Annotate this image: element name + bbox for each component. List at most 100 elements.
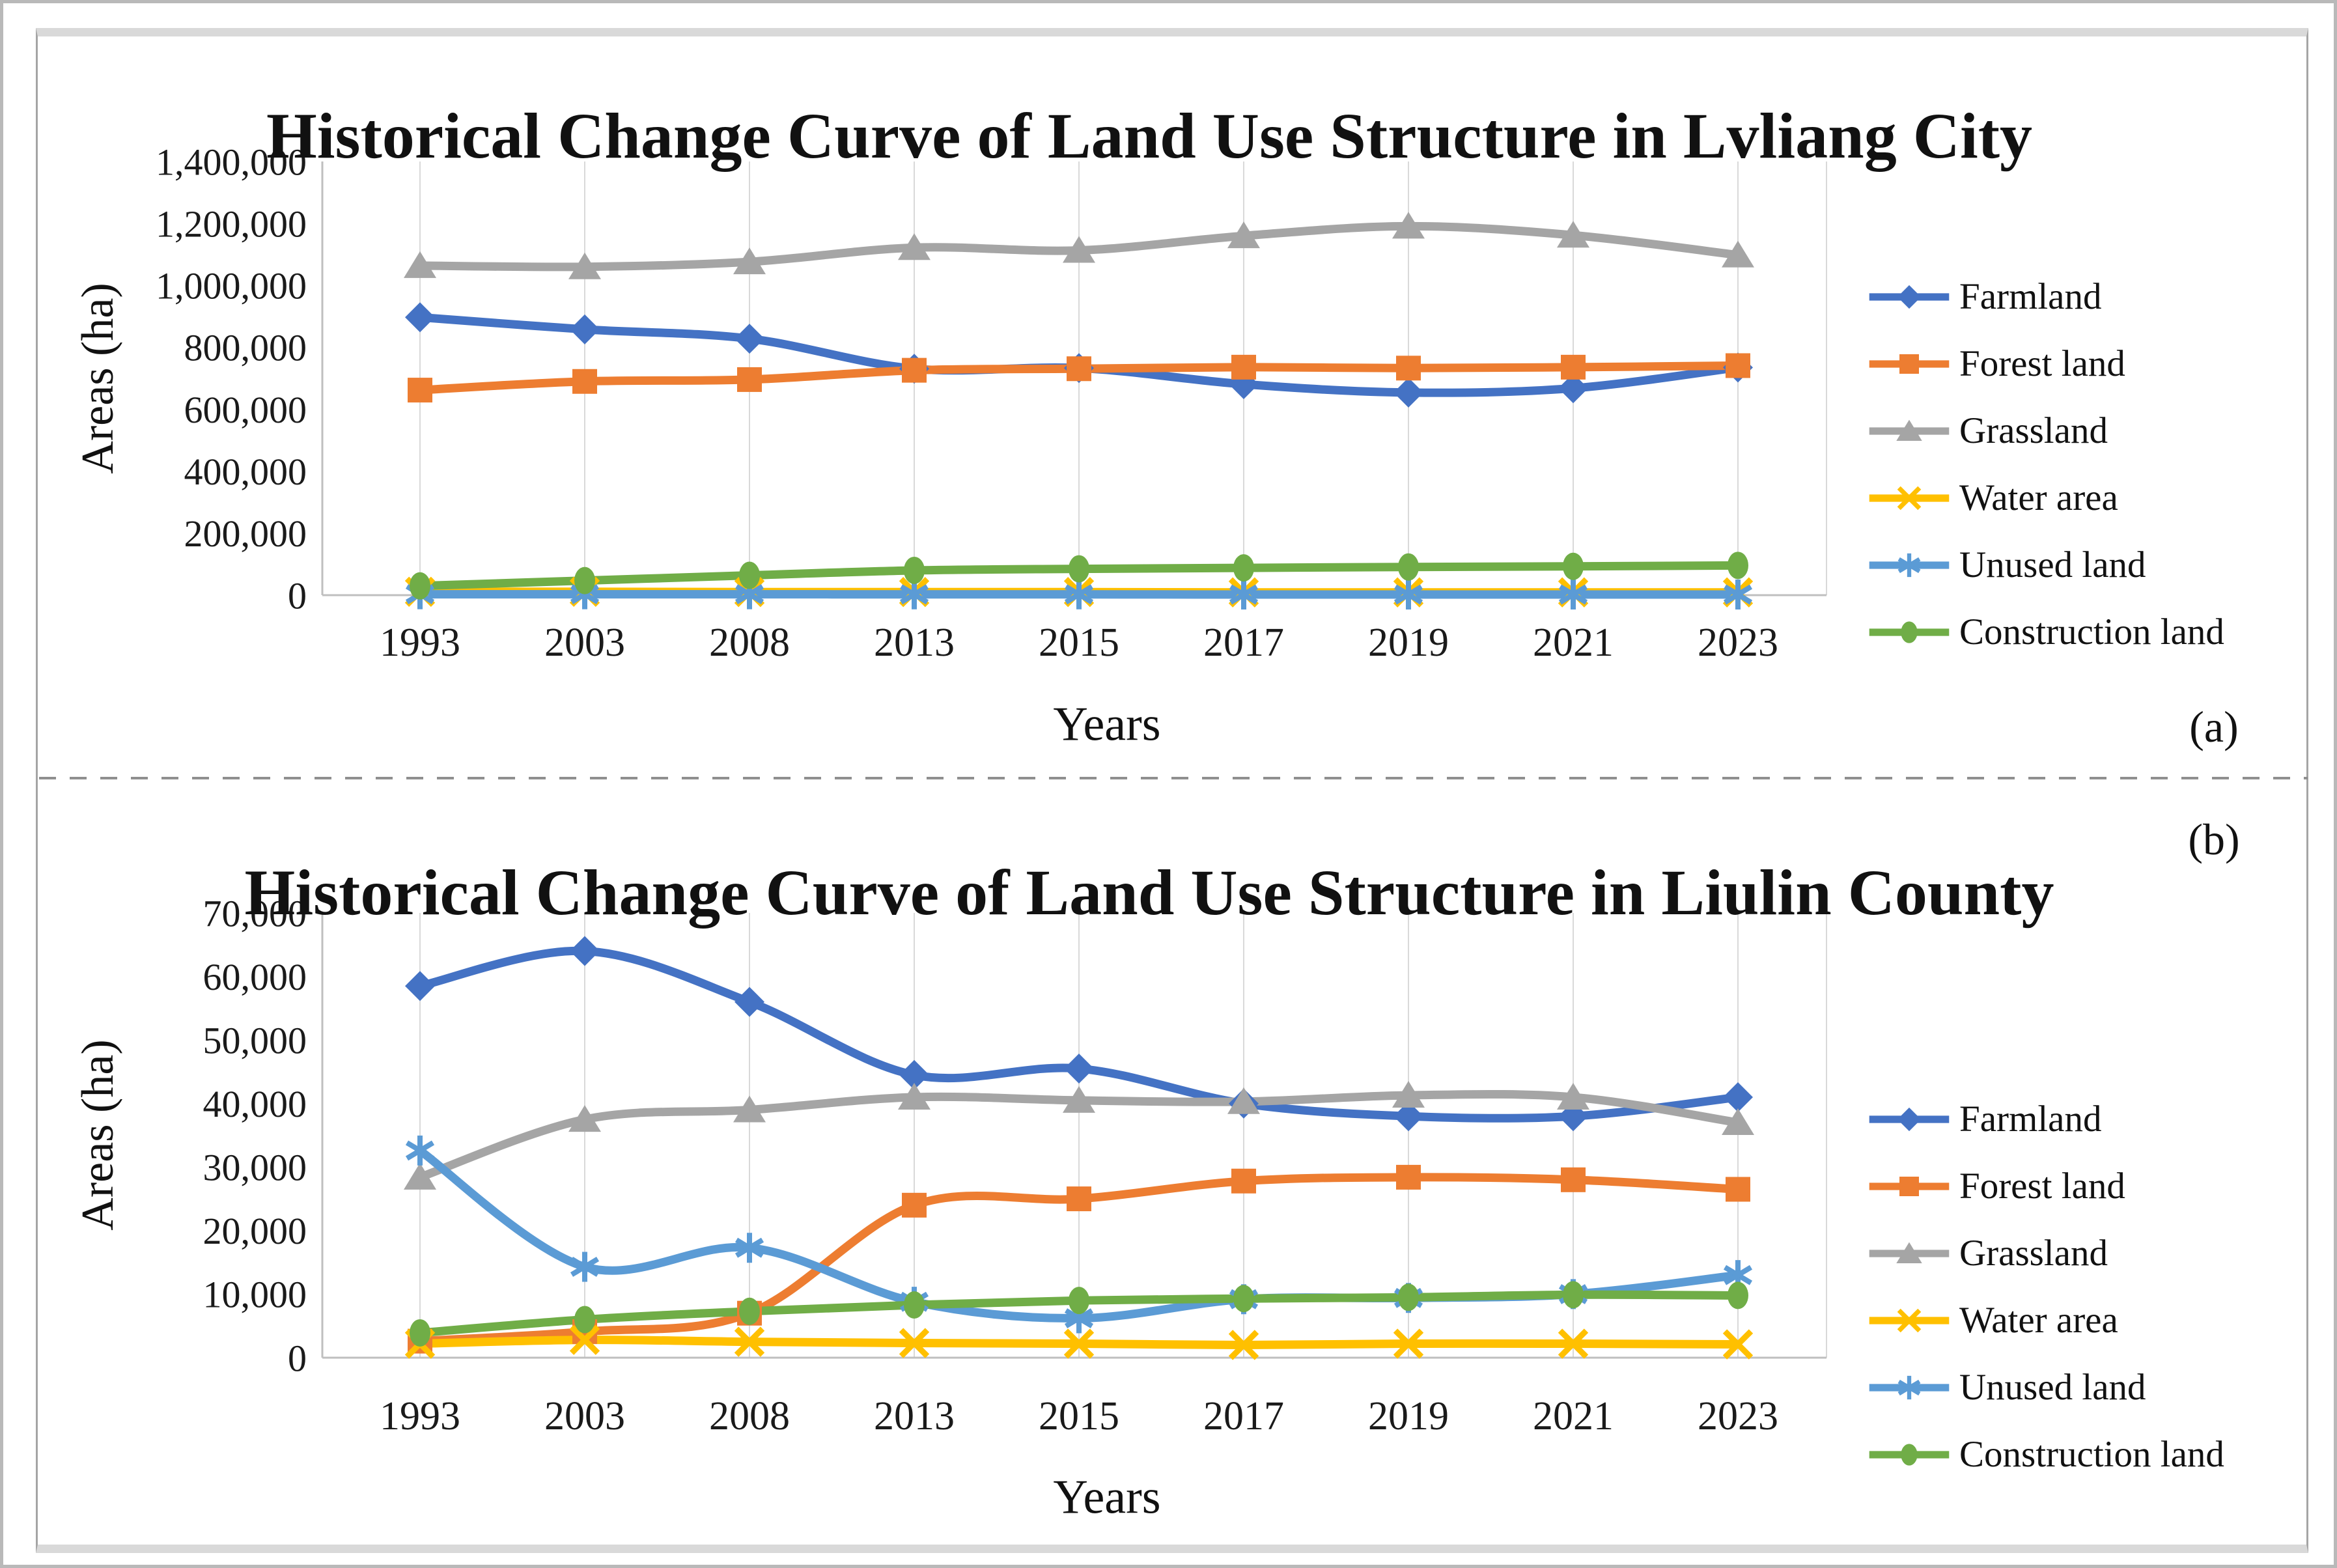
asterisk-stroke — [1229, 584, 1259, 605]
x-tick-label: 2023 — [1698, 1394, 1778, 1438]
square-marker-icon — [1067, 1186, 1091, 1212]
chart-a-x-axis-title: Years — [1053, 697, 1161, 751]
triangle-marker-icon — [1392, 212, 1425, 239]
asterisk-stroke — [1558, 584, 1588, 605]
legend-swatch — [1869, 1176, 1950, 1196]
legend-swatch — [1869, 486, 1950, 510]
triangle-marker-icon — [733, 247, 766, 275]
triangle-marker-icon — [898, 233, 931, 260]
legend-swatch — [1869, 621, 1950, 643]
legend-item-farmland: Farmland — [1867, 263, 2284, 330]
diamond-marker-icon — [1558, 373, 1588, 404]
triangle-marker-icon — [1392, 1081, 1425, 1108]
x-stroke — [1063, 1328, 1095, 1359]
square-marker-icon — [1726, 353, 1750, 378]
circle-marker-icon — [1563, 1281, 1584, 1309]
square-marker-icon — [1899, 1176, 1919, 1196]
legend-item-label: Construction land — [1959, 611, 2224, 652]
x-stroke — [569, 1324, 600, 1355]
x-marker-icon — [1897, 1308, 1922, 1332]
circle-marker-icon — [739, 561, 760, 589]
asterisk-marker-icon — [570, 1252, 600, 1282]
triangle-marker-icon — [1227, 1087, 1260, 1114]
diamond-marker-icon — [570, 314, 600, 344]
legend-item-label: Water area — [1959, 1300, 2118, 1341]
circle-marker-icon — [739, 1297, 760, 1325]
triangle-marker-icon — [1557, 221, 1589, 248]
x-marker-icon — [1897, 486, 1922, 510]
x-tick-label: 2013 — [874, 1394, 955, 1438]
asterisk-marker-icon — [1723, 580, 1753, 610]
asterisk-stroke — [1393, 584, 1423, 605]
diamond-marker-icon — [405, 971, 435, 1001]
chart-b-title: Historical Change Curve of Land Use Stru… — [244, 856, 2054, 929]
asterisk-stroke — [735, 584, 764, 605]
x-marker-icon — [734, 1326, 765, 1357]
diamond-marker-icon — [899, 1059, 929, 1090]
asterisk-stroke — [735, 1237, 764, 1258]
triangle-marker-icon — [568, 1105, 601, 1132]
asterisk-marker-icon — [1393, 580, 1423, 610]
asterisk-marker-icon — [1897, 1375, 1921, 1399]
square-marker-icon — [737, 367, 762, 392]
square-marker-icon — [572, 369, 597, 394]
triangle-marker-icon — [404, 1162, 436, 1190]
chart-panel-b: 0 10,000 20,000 30,000 40,000 50,000 60,000 70,… — [203, 892, 1827, 1438]
series-markers-construction-land — [410, 1281, 1748, 1347]
asterisk-marker-icon — [735, 1233, 764, 1263]
legend-item-label: Forest land — [1959, 343, 2125, 384]
x-tick-label: 2003 — [544, 621, 625, 665]
triangle-marker-icon — [733, 1095, 766, 1123]
y-tick-label: 1,400,000 — [156, 141, 307, 183]
x-stroke — [1393, 1328, 1424, 1359]
panel-tag-b: (b) — [2188, 815, 2240, 864]
legend-swatch — [1869, 419, 1950, 441]
x-stroke — [1558, 1328, 1589, 1359]
x-tick-label: 2015 — [1039, 621, 1119, 665]
circle-marker-icon — [1233, 1285, 1254, 1313]
x-tick-label: 2008 — [709, 621, 790, 665]
x-marker-icon — [899, 1328, 930, 1358]
legend-item-construction-land: Construction land — [1867, 1421, 2284, 1488]
circle-marker-icon — [1069, 1287, 1089, 1315]
legend-item-label: Construction land — [1959, 1434, 2224, 1475]
circle-marker-icon — [410, 1319, 430, 1347]
x-stroke — [899, 1328, 930, 1358]
circle-marker-icon — [904, 556, 925, 584]
square-marker-icon — [902, 357, 927, 383]
circle-marker-icon — [1728, 1281, 1748, 1309]
y-tick-label: 20,000 — [203, 1210, 307, 1252]
triangle-marker-icon — [1722, 240, 1754, 268]
circle-marker-icon — [574, 1306, 595, 1334]
circle-marker-icon — [1901, 621, 1918, 643]
panel-tag-a: (a) — [2189, 702, 2239, 751]
legend-item-farmland: Farmland — [1867, 1085, 2284, 1153]
circle-marker-icon — [1233, 554, 1254, 582]
x-stroke — [1228, 1330, 1259, 1360]
square-marker-icon — [1231, 1168, 1256, 1194]
chart-b-legend: Farmland Forest land Grassland Water area Un… — [1867, 1085, 2284, 1488]
asterisk-stroke — [1897, 1379, 1921, 1395]
legend-item-label: Farmland — [1959, 1099, 2102, 1140]
square-marker-icon — [1726, 1177, 1750, 1202]
y-tick-label: 200,000 — [184, 512, 307, 555]
legend-swatch — [1869, 1308, 1950, 1332]
y-tick-label: 800,000 — [184, 327, 307, 369]
square-marker-icon — [1561, 1167, 1586, 1192]
x-tick-label: 2021 — [1533, 621, 1614, 665]
asterisk-stroke — [570, 1257, 600, 1277]
x-marker-icon — [1558, 1328, 1589, 1359]
y-tick-label: 10,000 — [203, 1274, 307, 1316]
x-marker-icon — [569, 1324, 600, 1355]
x-tick-label: 2023 — [1698, 621, 1778, 665]
series-markers-construction-land — [410, 552, 1748, 600]
diamond-marker-icon — [1723, 1082, 1753, 1112]
triangle-marker-icon — [568, 252, 601, 279]
diamond-marker-icon — [1897, 1107, 1922, 1131]
x-stroke — [1722, 1329, 1754, 1360]
legend-item-grassland: Grassland — [1867, 397, 2284, 464]
y-tick-label: 40,000 — [203, 1083, 307, 1125]
asterisk-stroke — [1064, 584, 1094, 605]
asterisk-marker-icon — [1229, 580, 1259, 610]
